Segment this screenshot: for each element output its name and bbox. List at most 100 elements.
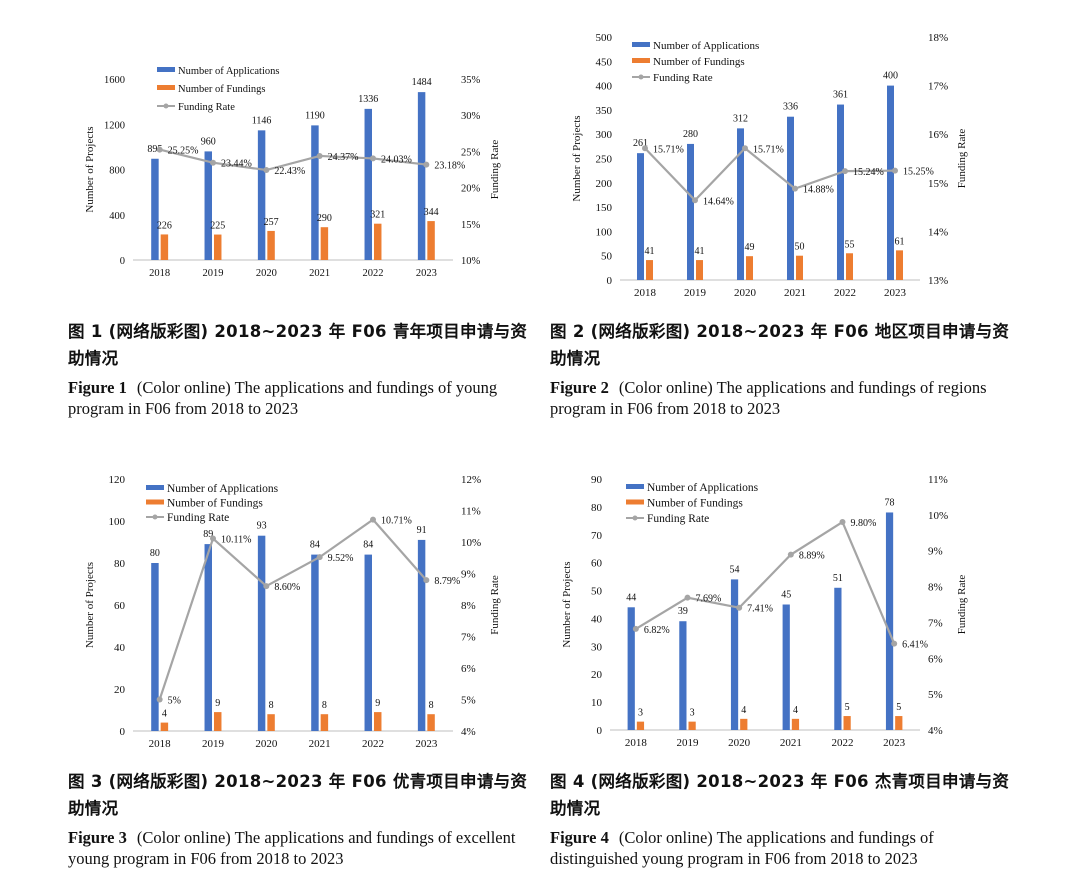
y-tick-label: 450 bbox=[596, 56, 613, 68]
bar-fundings bbox=[746, 256, 753, 280]
y2-tick-label: 10% bbox=[928, 510, 948, 522]
data-label-applications: 336 bbox=[783, 102, 798, 113]
bar-applications bbox=[257, 130, 266, 260]
data-label-fundings: 290 bbox=[317, 213, 332, 224]
funding-rate-point bbox=[156, 696, 163, 703]
data-label-applications: 84 bbox=[310, 540, 320, 551]
data-label-funding-rate: 24.37% bbox=[328, 152, 359, 163]
bar-fundings bbox=[846, 253, 853, 280]
bar-applications bbox=[679, 621, 687, 730]
data-label-fundings: 3 bbox=[690, 708, 695, 719]
bar-fundings bbox=[427, 714, 435, 731]
y-tick-label: 400 bbox=[596, 81, 613, 93]
y-tick-label: 500 bbox=[596, 32, 613, 44]
data-label-applications: 312 bbox=[733, 113, 748, 124]
bar-applications bbox=[637, 153, 644, 280]
bar-fundings bbox=[320, 714, 329, 731]
data-label-fundings: 4 bbox=[741, 705, 746, 716]
data-label-applications: 80 bbox=[150, 548, 160, 559]
data-label-fundings: 344 bbox=[424, 207, 439, 218]
y2-tick-label: 10% bbox=[461, 256, 481, 267]
y-tick-label: 150 bbox=[596, 202, 613, 214]
y-tick-label: 100 bbox=[596, 226, 613, 238]
funding-rate-line bbox=[159, 148, 427, 172]
funding-rate-point bbox=[370, 155, 376, 162]
bar-applications bbox=[151, 158, 159, 260]
bar-fundings bbox=[160, 234, 169, 260]
data-label-fundings: 4 bbox=[793, 705, 798, 716]
bar-applications bbox=[151, 563, 159, 731]
data-label-funding-rate: 5% bbox=[168, 696, 181, 707]
y-tick-label: 50 bbox=[601, 251, 613, 263]
x-tick-label: 2022 bbox=[832, 737, 854, 749]
y-tick-label: 20 bbox=[114, 684, 126, 696]
y-tick-label: 80 bbox=[114, 558, 126, 570]
legend-label: Number of Fundings bbox=[178, 84, 266, 95]
funding-rate-line bbox=[635, 520, 896, 645]
x-tick-label: 2018 bbox=[634, 287, 657, 299]
funding-rate-point bbox=[692, 197, 698, 204]
figure-4-caption-text: (Color online) The applications and fund… bbox=[550, 828, 934, 868]
bar-applications bbox=[782, 604, 790, 730]
data-label-funding-rate: 8.89% bbox=[799, 551, 825, 562]
bar-fundings bbox=[427, 221, 435, 260]
funding-rate-point bbox=[684, 594, 691, 601]
legend-label: Number of Fundings bbox=[167, 498, 263, 510]
funding-rate-point bbox=[736, 604, 743, 611]
bar-applications bbox=[364, 108, 372, 261]
x-tick-label: 2019 bbox=[202, 738, 225, 750]
data-label-applications: 89 bbox=[203, 529, 213, 540]
funding-rate-line bbox=[158, 518, 428, 700]
y2-tick-label: 17% bbox=[928, 81, 948, 93]
bar-applications bbox=[417, 539, 426, 731]
data-label-funding-rate: 10.11% bbox=[221, 535, 251, 546]
data-label-funding-rate: 7.41% bbox=[747, 604, 773, 615]
data-label-fundings: 50 bbox=[795, 242, 805, 253]
figure-2: 0 50 100 150 200 250 300 350 400 450 500 13% 14% 15% 1… bbox=[0, 0, 1080, 440]
bar-fundings bbox=[267, 230, 275, 260]
legend-swatch bbox=[632, 42, 650, 47]
legend-label: Funding Rate bbox=[167, 512, 229, 524]
data-label-applications: 361 bbox=[833, 90, 848, 101]
funding-rate-point bbox=[842, 168, 848, 175]
legend-swatch bbox=[146, 499, 164, 505]
funding-rate-point bbox=[423, 577, 430, 584]
funding-rate-point bbox=[156, 146, 163, 153]
data-label-applications: 54 bbox=[730, 564, 740, 575]
y2-tick-label: 7% bbox=[461, 632, 476, 644]
y2-tick-label: 25% bbox=[461, 147, 481, 158]
figure-1-caption: 图 1 (网络版彩图) 2018~2023 年 F06 青年项目申请与资助情况 … bbox=[68, 318, 538, 419]
data-label-fundings: 8 bbox=[269, 700, 274, 711]
legend-label: Funding Rate bbox=[178, 102, 235, 113]
y2-tick-label: 15% bbox=[928, 178, 948, 190]
data-label-funding-rate: 14.64% bbox=[703, 196, 734, 207]
y-tick-label: 350 bbox=[596, 105, 613, 117]
x-tick-label: 2019 bbox=[684, 287, 707, 299]
x-tick-label: 2020 bbox=[734, 287, 757, 299]
y-tick-label: 100 bbox=[109, 516, 126, 528]
bar-fundings bbox=[843, 716, 851, 730]
bar-fundings bbox=[214, 712, 222, 731]
y-tick-label: 250 bbox=[596, 154, 613, 166]
bar-fundings bbox=[374, 712, 382, 731]
data-label-fundings: 225 bbox=[210, 221, 225, 232]
legend-label: Funding Rate bbox=[653, 72, 713, 84]
y2-tick-label: 13% bbox=[928, 275, 948, 287]
bar-applications bbox=[687, 143, 694, 280]
x-tick-label: 2021 bbox=[784, 287, 806, 299]
x-tick-label: 2018 bbox=[625, 737, 648, 749]
bar-applications bbox=[887, 85, 894, 280]
data-label-funding-rate: 9.80% bbox=[851, 518, 877, 529]
data-label-applications: 400 bbox=[883, 71, 898, 82]
y2-tick-label: 30% bbox=[461, 111, 481, 122]
data-label-applications: 39 bbox=[678, 606, 688, 617]
y-tick-label: 10 bbox=[591, 697, 603, 709]
legend-swatch bbox=[626, 499, 644, 505]
data-label-fundings: 9 bbox=[215, 698, 220, 709]
data-label-funding-rate: 15.71% bbox=[653, 144, 684, 155]
bar-fundings bbox=[896, 250, 903, 280]
bar-applications bbox=[364, 554, 372, 731]
figure-3-chart: 0 20 40 60 80 100 120 4% 5% 6% 7% 8% 9% 10% 11% 12% Numb… bbox=[84, 474, 501, 750]
data-label-funding-rate: 8.79% bbox=[434, 576, 460, 587]
